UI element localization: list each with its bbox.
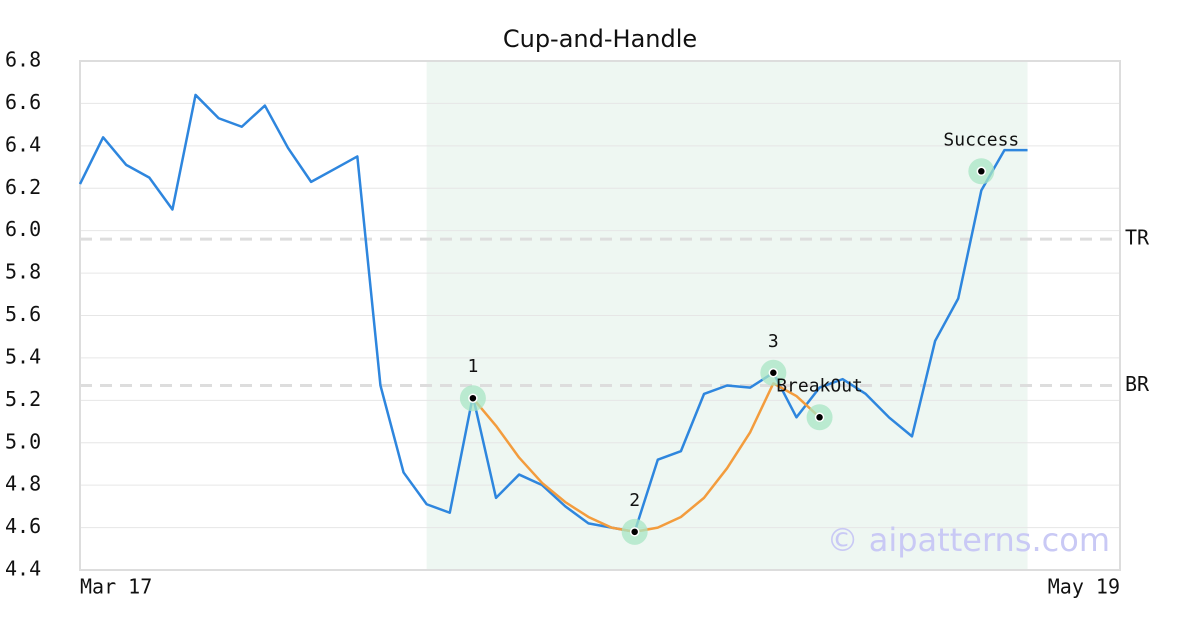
watermark: © aipatterns.com [827, 521, 1110, 559]
y-tick-label: 5.0 [5, 429, 41, 453]
point-label: 3 [768, 331, 779, 352]
point-label: BreakOut [776, 375, 863, 396]
y-tick-label: 6.8 [5, 48, 41, 72]
y-tick-label: 5.8 [5, 260, 41, 284]
point-label: 2 [629, 490, 640, 511]
y-tick-label: 5.4 [5, 344, 41, 368]
plot-border [79, 60, 1121, 571]
x-tick-label: May 19 [1048, 575, 1120, 599]
point-marker [629, 527, 640, 537]
chart-title: Cup-and-Handle [503, 25, 697, 53]
y-tick-label: 4.8 [5, 472, 41, 496]
y-tick-label: 4.6 [5, 514, 41, 538]
point-marker [814, 412, 825, 423]
point-label: 1 [467, 356, 478, 377]
y-tick-label: 5.6 [5, 302, 41, 326]
point-marker [468, 393, 478, 403]
level-label: TR [1125, 226, 1150, 250]
y-tick-label: 5.2 [5, 387, 41, 411]
y-tick-label: 6.0 [5, 217, 41, 241]
y-tick-label: 6.2 [5, 175, 41, 199]
y-tick-label: 4.4 [5, 557, 41, 581]
point-marker [976, 166, 987, 177]
point-marker [768, 368, 779, 378]
point-label: Success [943, 129, 1019, 150]
y-tick-label: 6.6 [5, 90, 41, 114]
y-tick-label: 6.4 [5, 132, 41, 156]
x-tick-label: Mar 17 [80, 575, 152, 599]
level-label: BR [1125, 372, 1150, 396]
series-line [78, 93, 1028, 534]
